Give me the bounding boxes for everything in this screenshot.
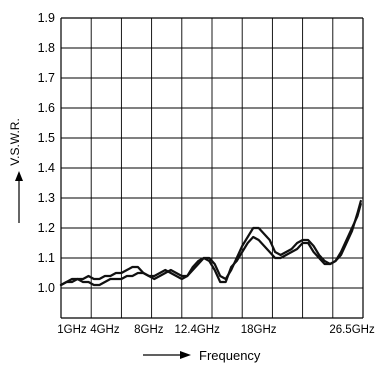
x-tick-label: 26.5GHz <box>329 324 375 336</box>
y-tick-label: 1.6 <box>38 101 55 115</box>
x-tick-label: 8GHz <box>134 324 164 336</box>
y-tick-label: 1.8 <box>38 41 55 55</box>
y-axis-label-group: V.S.W.R. <box>8 118 23 223</box>
y-axis-label: V.S.W.R. <box>8 118 22 166</box>
series-group <box>61 201 361 285</box>
x-tick-label: 1GHz <box>57 324 87 336</box>
x-tick-label: 18GHz <box>241 324 277 336</box>
x-axis-arrow <box>143 351 191 359</box>
grid <box>61 18 363 318</box>
series-line-2 <box>61 204 361 285</box>
y-tick-label: 1.9 <box>38 11 55 25</box>
x-axis-label-group: Frequency <box>143 348 261 363</box>
y-tick-label: 1.7 <box>38 71 55 85</box>
x-tick-label: 12.4GHz <box>174 324 220 336</box>
series-line-1 <box>61 201 361 285</box>
y-tick-label: 1.4 <box>38 161 55 175</box>
x-tick-labels: 1GHz 4GHz 8GHz 12.4GHz 18GHz 26.5GHz <box>57 324 375 336</box>
y-tick-label: 1.5 <box>38 131 55 145</box>
y-tick-label: 1.1 <box>38 251 55 265</box>
y-axis-arrow <box>15 171 23 223</box>
y-tick-label: 1.0 <box>38 281 55 295</box>
y-tick-label: 1.2 <box>38 221 55 235</box>
x-axis-label: Frequency <box>199 348 261 363</box>
y-tick-label: 1.3 <box>38 191 55 205</box>
x-tick-label: 4GHz <box>90 324 120 336</box>
y-tick-labels: 1.0 1.1 1.2 1.3 1.4 1.5 1.6 1.7 1.8 1.9 <box>38 11 55 295</box>
